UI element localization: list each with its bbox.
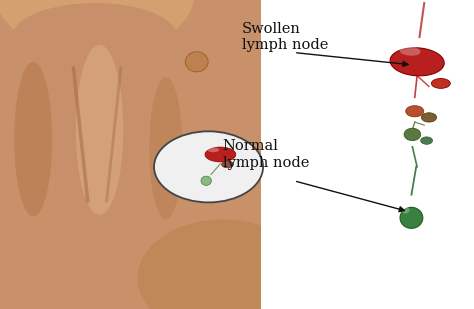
Polygon shape (47, 56, 152, 216)
Ellipse shape (431, 78, 450, 88)
Ellipse shape (421, 113, 437, 122)
FancyBboxPatch shape (0, 0, 294, 309)
Ellipse shape (0, 210, 66, 309)
Ellipse shape (221, 161, 233, 168)
Ellipse shape (401, 207, 410, 214)
Ellipse shape (201, 176, 211, 185)
Ellipse shape (76, 45, 123, 215)
Ellipse shape (390, 48, 444, 76)
Ellipse shape (406, 106, 424, 117)
Ellipse shape (420, 137, 432, 144)
Ellipse shape (400, 207, 423, 228)
Text: Normal
lymph node: Normal lymph node (223, 139, 309, 170)
Ellipse shape (137, 219, 308, 309)
Ellipse shape (149, 77, 182, 219)
Text: Swollen
lymph node: Swollen lymph node (242, 22, 328, 52)
Ellipse shape (404, 128, 421, 141)
Ellipse shape (0, 0, 194, 56)
Circle shape (154, 131, 263, 202)
Ellipse shape (12, 3, 178, 71)
Ellipse shape (185, 52, 208, 72)
Ellipse shape (207, 148, 219, 152)
Ellipse shape (205, 147, 236, 162)
Ellipse shape (14, 62, 52, 216)
FancyBboxPatch shape (261, 0, 474, 309)
Ellipse shape (400, 46, 420, 56)
